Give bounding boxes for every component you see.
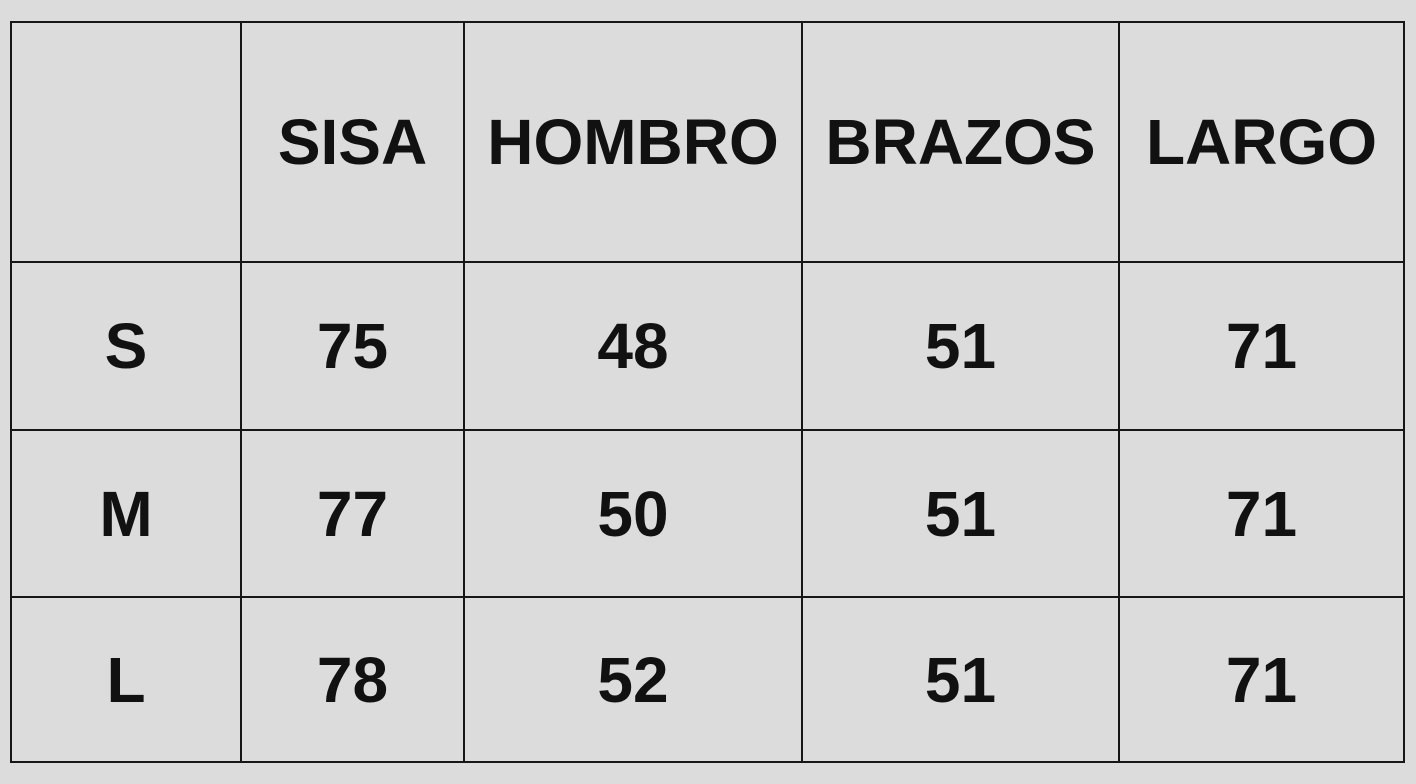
header-largo: LARGO [1118, 21, 1405, 263]
cell-hombro: 52 [463, 596, 803, 763]
cell-largo: 71 [1118, 429, 1405, 598]
size-label: M [10, 429, 242, 598]
header-row: SISA HOMBRO BRAZOS LARGO [10, 21, 1405, 263]
header-sisa: SISA [240, 21, 465, 263]
cell-sisa: 78 [240, 596, 465, 763]
cell-brazos: 51 [801, 261, 1120, 431]
size-chart-table: SISA HOMBRO BRAZOS LARGO S 75 48 51 71 M… [10, 21, 1405, 763]
cell-largo: 71 [1118, 261, 1405, 431]
cell-sisa: 75 [240, 261, 465, 431]
cell-brazos: 51 [801, 596, 1120, 763]
table-row-l: L 78 52 51 71 [10, 596, 1405, 763]
header-hombro: HOMBRO [463, 21, 803, 263]
header-brazos: BRAZOS [801, 21, 1120, 263]
size-label: L [10, 596, 242, 763]
cell-hombro: 48 [463, 261, 803, 431]
cell-sisa: 77 [240, 429, 465, 598]
cell-hombro: 50 [463, 429, 803, 598]
cell-largo: 71 [1118, 596, 1405, 763]
size-label: S [10, 261, 242, 431]
table-row-m: M 77 50 51 71 [10, 429, 1405, 598]
header-corner-cell [10, 21, 242, 263]
table-row-s: S 75 48 51 71 [10, 261, 1405, 431]
cell-brazos: 51 [801, 429, 1120, 598]
